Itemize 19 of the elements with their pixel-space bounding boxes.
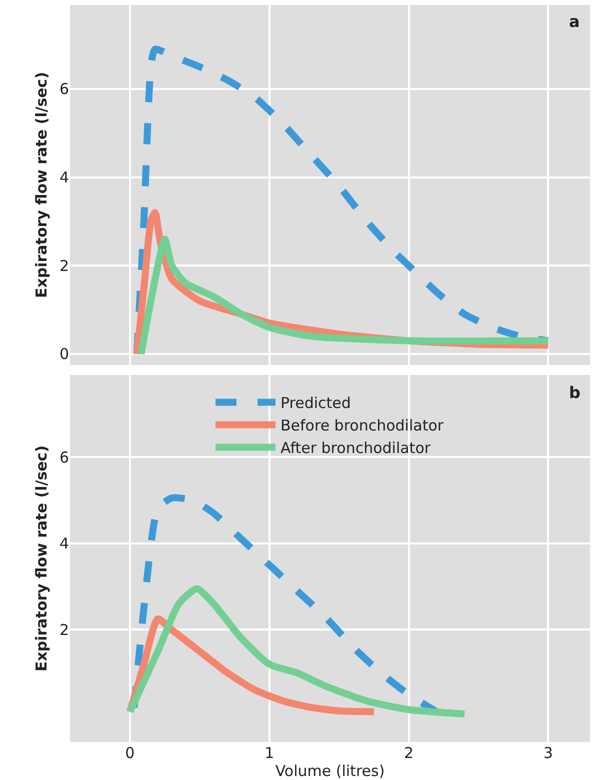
annotation: b bbox=[569, 383, 580, 402]
legend-label: After bronchodilator bbox=[280, 439, 432, 458]
x-tick-label: 0 bbox=[125, 744, 135, 762]
y-tick-label: 6 bbox=[59, 448, 69, 466]
y-tick-label: 6 bbox=[59, 80, 69, 98]
y-tick-label: 2 bbox=[59, 256, 69, 275]
x-axis-title: Volume (litres) bbox=[275, 762, 385, 780]
y-tick-label: 2 bbox=[59, 620, 69, 639]
x-tick-label: 3 bbox=[543, 744, 553, 762]
legend-label: Before bronchodilator bbox=[280, 416, 444, 435]
y-tick-label: 0 bbox=[59, 345, 69, 364]
legend-label: Predicted bbox=[280, 394, 351, 412]
y-axis-title: Expiratory flow rate (l/sec) bbox=[32, 445, 51, 672]
annotation: a bbox=[569, 12, 580, 31]
x-tick-label: 1 bbox=[264, 744, 274, 762]
y-axis-title: Expiratory flow rate (l/sec) bbox=[32, 72, 51, 298]
x-tick-label: 2 bbox=[404, 744, 414, 762]
y-tick-label: 4 bbox=[59, 168, 69, 187]
y-tick-label: 4 bbox=[59, 534, 69, 553]
